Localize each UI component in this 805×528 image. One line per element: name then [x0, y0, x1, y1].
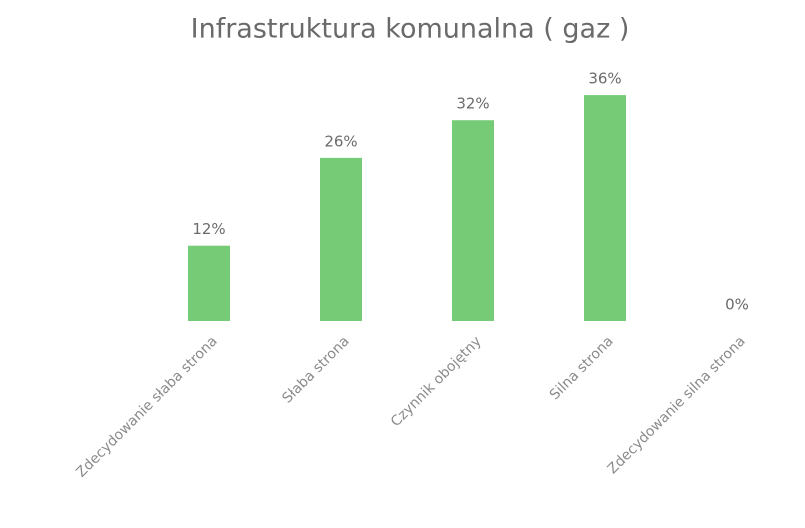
x-tick-label: Silna strona [547, 333, 617, 403]
chart-title: Infrastruktura komunalna ( gaz ) [191, 14, 630, 45]
value-label: 0% [725, 296, 749, 314]
value-label: 32% [456, 95, 489, 113]
bar [188, 245, 230, 321]
bar [320, 157, 362, 321]
value-label: 36% [588, 70, 621, 88]
x-tick-label: Zdecydowanie słaba strona [73, 333, 220, 480]
x-tick-label: Słaba strona [279, 333, 352, 406]
x-tick-label: Zdecydowanie silna strona [605, 333, 749, 477]
bar [584, 95, 626, 321]
x-tick-label: Czynnik obojętny [388, 333, 485, 430]
bar [452, 120, 494, 321]
value-label: 26% [324, 132, 357, 150]
value-label: 12% [192, 220, 225, 238]
